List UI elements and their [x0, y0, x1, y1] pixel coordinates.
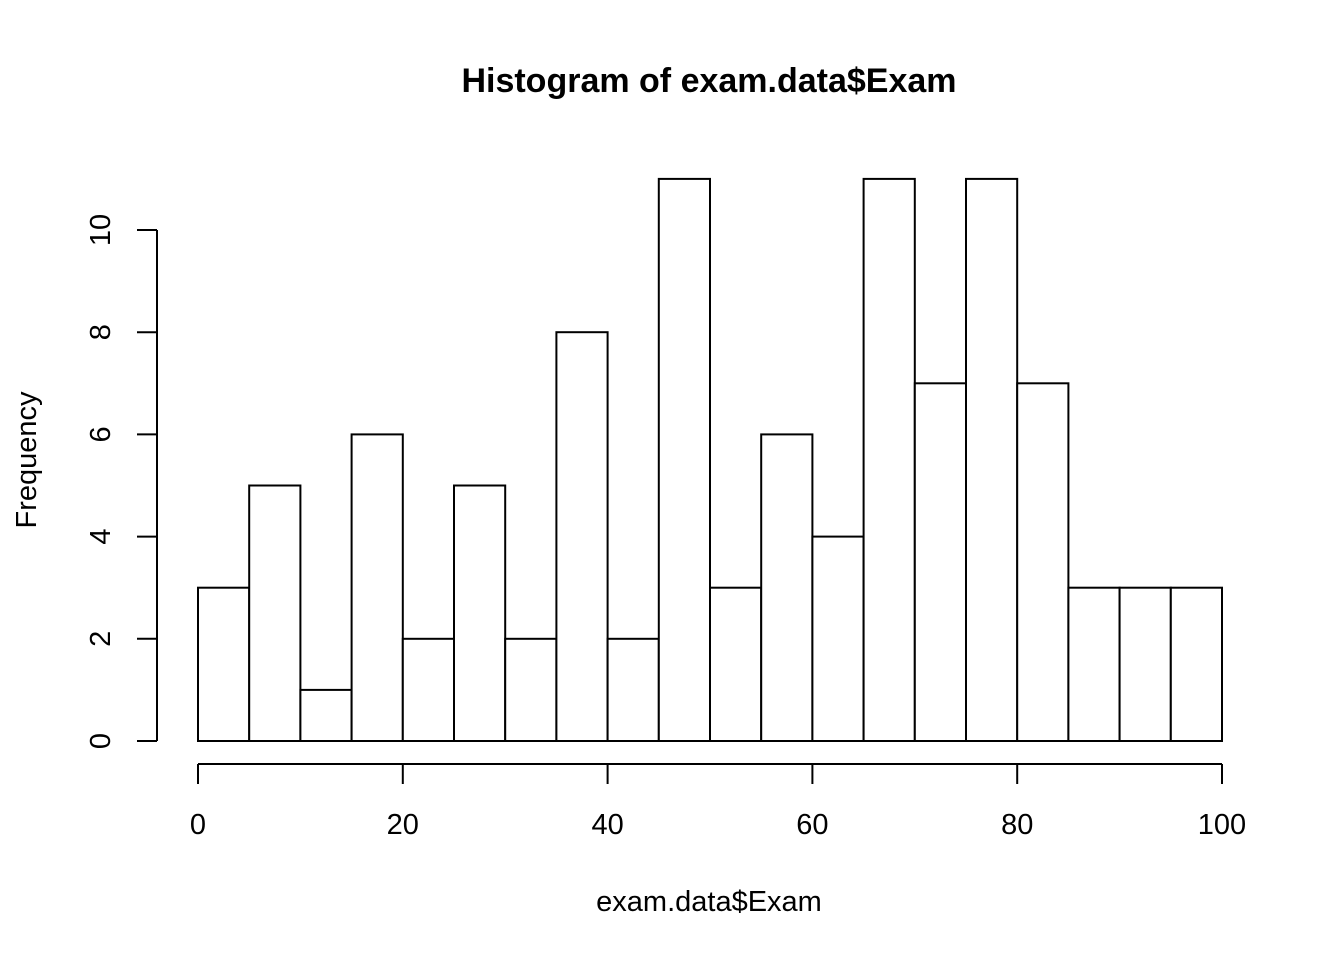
x-tick-label-0: 0: [190, 809, 206, 841]
y-axis-label: Frequency: [11, 391, 43, 529]
histogram-bar-9: [657, 177, 711, 742]
y-tick-label-0: 0: [85, 733, 117, 749]
histogram-bar-3: [350, 433, 404, 742]
x-tick-label-80: 80: [1001, 809, 1033, 841]
x-tick-label-100: 100: [1198, 809, 1246, 841]
histogram-bar-13: [862, 177, 916, 742]
histogram-bar-7: [555, 331, 609, 742]
x-tick-label-40: 40: [591, 809, 623, 841]
histogram-bar-14: [913, 382, 967, 742]
y-tick-label-6: 6: [85, 426, 117, 442]
histogram-bar-5: [453, 484, 507, 742]
histogram-bar-12: [811, 535, 865, 742]
histogram-bar-17: [1067, 586, 1121, 743]
histogram-bar-10: [709, 586, 763, 743]
histogram-bar-4: [401, 637, 455, 742]
bars-group: [197, 177, 1224, 743]
histogram-bar-19: [1169, 586, 1224, 743]
histogram-bar-15: [965, 177, 1019, 742]
histogram-bar-8: [606, 637, 660, 742]
histogram-bar-1: [248, 484, 302, 742]
y-tick-label-2: 2: [85, 631, 117, 647]
histogram-bar-18: [1118, 586, 1172, 743]
x-axis-label: exam.data$Exam: [596, 886, 822, 918]
y-axis: 0 2 4 6 8 10: [85, 214, 158, 749]
histogram-bar-11: [760, 433, 814, 742]
x-tick-label-60: 60: [796, 809, 828, 841]
chart-title: Histogram of exam.data$Exam: [461, 62, 956, 100]
histogram-bar-0: [197, 586, 251, 743]
histogram-bar-6: [504, 637, 558, 742]
y-tick-label-4: 4: [85, 529, 117, 545]
y-tick-label-10: 10: [85, 214, 117, 246]
x-tick-label-20: 20: [387, 809, 419, 841]
histogram-bar-2: [299, 688, 353, 743]
histogram-bar-16: [1016, 382, 1070, 742]
y-tick-label-8: 8: [85, 324, 117, 340]
x-axis: 0 20 40 60 80 100: [190, 763, 1246, 841]
